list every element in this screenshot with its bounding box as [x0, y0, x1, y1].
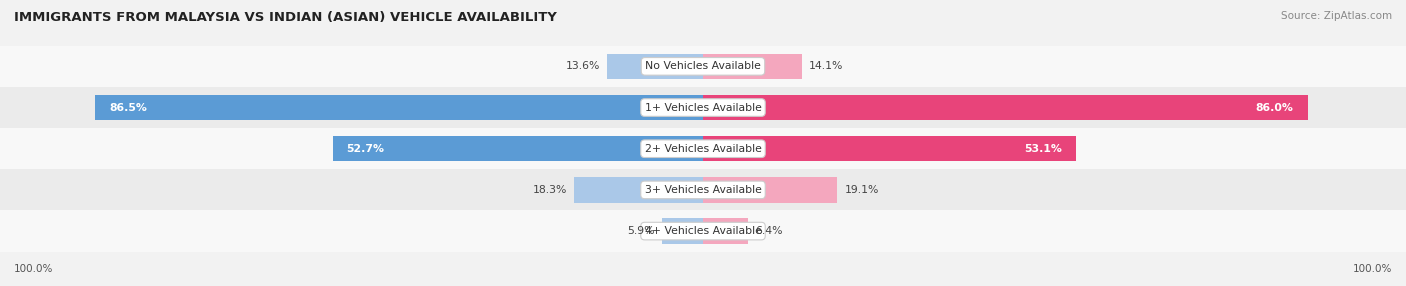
Text: 14.1%: 14.1% [810, 61, 844, 71]
Text: Source: ZipAtlas.com: Source: ZipAtlas.com [1281, 11, 1392, 21]
Text: 52.7%: 52.7% [346, 144, 385, 154]
Bar [0, 169, 1406, 210]
Text: 100.0%: 100.0% [1353, 264, 1392, 274]
Text: 19.1%: 19.1% [844, 185, 879, 195]
Bar [0, 210, 1406, 252]
Bar [94, 95, 703, 120]
Text: 6.4%: 6.4% [755, 226, 783, 236]
Bar [703, 218, 748, 244]
Bar [607, 53, 703, 79]
Text: 3+ Vehicles Available: 3+ Vehicles Available [644, 185, 762, 195]
Bar [332, 136, 703, 162]
Bar [703, 95, 1308, 120]
Text: 100.0%: 100.0% [14, 264, 53, 274]
Text: 5.9%: 5.9% [627, 226, 654, 236]
Bar [0, 46, 1406, 87]
Text: IMMIGRANTS FROM MALAYSIA VS INDIAN (ASIAN) VEHICLE AVAILABILITY: IMMIGRANTS FROM MALAYSIA VS INDIAN (ASIA… [14, 11, 557, 24]
Text: 13.6%: 13.6% [567, 61, 600, 71]
Bar [703, 136, 1077, 162]
Bar [703, 177, 838, 203]
Text: 53.1%: 53.1% [1025, 144, 1063, 154]
Bar [0, 128, 1406, 169]
Text: No Vehicles Available: No Vehicles Available [645, 61, 761, 71]
Text: 86.5%: 86.5% [110, 103, 146, 112]
Text: 4+ Vehicles Available: 4+ Vehicles Available [644, 226, 762, 236]
Text: 1+ Vehicles Available: 1+ Vehicles Available [644, 103, 762, 112]
Bar [575, 177, 703, 203]
Text: 86.0%: 86.0% [1256, 103, 1294, 112]
Text: 18.3%: 18.3% [533, 185, 568, 195]
Bar [703, 53, 801, 79]
Bar [0, 87, 1406, 128]
Text: 2+ Vehicles Available: 2+ Vehicles Available [644, 144, 762, 154]
Bar [662, 218, 703, 244]
